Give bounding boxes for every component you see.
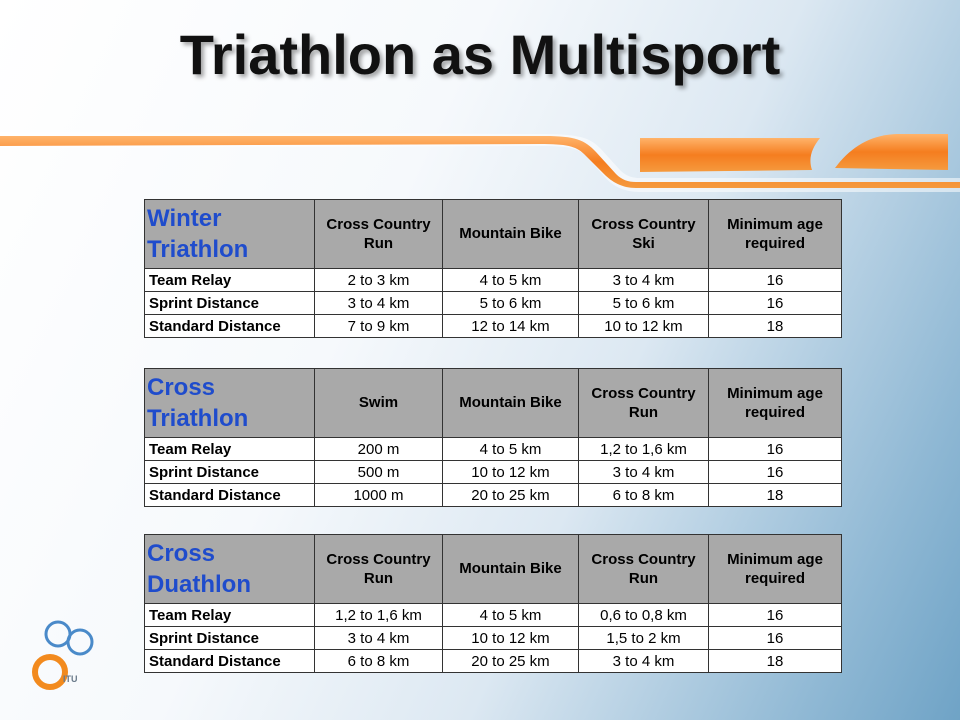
- row-label: Standard Distance: [144, 649, 315, 673]
- column-header: Cross Country Run: [578, 368, 709, 438]
- column-header: Cross Country Run: [314, 199, 443, 269]
- table-cell: 18: [708, 483, 842, 507]
- row-label: Sprint Distance: [144, 460, 315, 484]
- row-label: Standard Distance: [144, 483, 315, 507]
- column-header: Cross Country Run: [578, 534, 709, 604]
- table-cell: 20 to 25 km: [442, 649, 579, 673]
- table-title-line2: Triathlon: [147, 405, 249, 432]
- column-header: Minimum age required: [708, 534, 842, 604]
- table-title-line1: Cross: [147, 539, 216, 567]
- table-cell: 10 to 12 km: [442, 626, 579, 650]
- table-cell: 500 m: [314, 460, 443, 484]
- table-row: Team Relay 200 m 4 to 5 km 1,2 to 1,6 km…: [144, 437, 842, 461]
- table-row: Sprint Distance 500 m 10 to 12 km 3 to 4…: [144, 460, 842, 484]
- table-row: Team Relay 1,2 to 1,6 km 4 to 5 km 0,6 t…: [144, 603, 842, 627]
- column-header: Cross Country Ski: [578, 199, 709, 269]
- column-header: Mountain Bike: [442, 368, 579, 438]
- itu-logo-icon: [32, 620, 94, 690]
- table-title: Winter Triathlon: [144, 199, 315, 269]
- column-header: Minimum age required: [708, 368, 842, 438]
- logo-text: ITU: [63, 674, 78, 684]
- table-row: Standard Distance 1000 m 20 to 25 km 6 t…: [144, 483, 842, 507]
- table-title-line2: Triathlon: [147, 236, 249, 263]
- row-label: Team Relay: [144, 268, 315, 292]
- slide-title: Triathlon as Multisport: [179, 23, 781, 86]
- table-title-line2: Duathlon: [147, 571, 251, 598]
- column-header: Minimum age required: [708, 199, 842, 269]
- table-cell: 1,5 to 2 km: [578, 626, 709, 650]
- table-cell: 16: [708, 626, 842, 650]
- table-cell: 4 to 5 km: [442, 437, 579, 461]
- column-header: Cross Country Run: [314, 534, 443, 604]
- table-cell: 1,2 to 1,6 km: [314, 603, 443, 627]
- table-cell: 12 to 14 km: [442, 314, 579, 338]
- table-row: Sprint Distance 3 to 4 km 5 to 6 km 5 to…: [144, 291, 842, 315]
- table-title: Cross Triathlon: [144, 368, 315, 438]
- table-title-line1: Cross: [147, 373, 216, 401]
- column-header: Mountain Bike: [442, 534, 579, 604]
- table-cell: 5 to 6 km: [442, 291, 579, 315]
- table-cell: 16: [708, 460, 842, 484]
- table-cell: 18: [708, 314, 842, 338]
- cross-triathlon-table: Cross Triathlon Swim Mountain Bike Cross…: [144, 368, 842, 507]
- table-cell: 3 to 4 km: [578, 268, 709, 292]
- winter-triathlon-table: Winter Triathlon Cross Country Run Mount…: [144, 199, 842, 338]
- table-cell: 10 to 12 km: [578, 314, 709, 338]
- table-cell: 16: [708, 437, 842, 461]
- row-label: Sprint Distance: [144, 291, 315, 315]
- table-cell: 1,2 to 1,6 km: [578, 437, 709, 461]
- table-cell: 4 to 5 km: [442, 268, 579, 292]
- table-cell: 3 to 4 km: [578, 460, 709, 484]
- column-header: Swim: [314, 368, 443, 438]
- table-cell: 20 to 25 km: [442, 483, 579, 507]
- table-cell: 10 to 12 km: [442, 460, 579, 484]
- table-cell: 3 to 4 km: [578, 649, 709, 673]
- table-cell: 7 to 9 km: [314, 314, 443, 338]
- table-cell: 2 to 3 km: [314, 268, 443, 292]
- column-header: Mountain Bike: [442, 199, 579, 269]
- table-cell: 16: [708, 603, 842, 627]
- table-title: Cross Duathlon: [144, 534, 315, 604]
- table-cell: 3 to 4 km: [314, 291, 443, 315]
- row-label: Team Relay: [144, 603, 315, 627]
- table-cell: 6 to 8 km: [578, 483, 709, 507]
- cross-duathlon-table: Cross Duathlon Cross Country Run Mountai…: [144, 534, 842, 673]
- table-cell: 3 to 4 km: [314, 626, 443, 650]
- table-cell: 6 to 8 km: [314, 649, 443, 673]
- table-cell: 200 m: [314, 437, 443, 461]
- table-cell: 5 to 6 km: [578, 291, 709, 315]
- table-row: Team Relay 2 to 3 km 4 to 5 km 3 to 4 km…: [144, 268, 842, 292]
- table-cell: 16: [708, 291, 842, 315]
- table-cell: 18: [708, 649, 842, 673]
- table-cell: 0,6 to 0,8 km: [578, 603, 709, 627]
- table-cell: 16: [708, 268, 842, 292]
- table-row: Standard Distance 6 to 8 km 20 to 25 km …: [144, 649, 842, 673]
- row-label: Team Relay: [144, 437, 315, 461]
- table-title-line1: Winter: [147, 204, 222, 232]
- orange-swoosh-banner: [0, 132, 960, 192]
- row-label: Sprint Distance: [144, 626, 315, 650]
- row-label: Standard Distance: [144, 314, 315, 338]
- table-row: Sprint Distance 3 to 4 km 10 to 12 km 1,…: [144, 626, 842, 650]
- table-row: Standard Distance 7 to 9 km 12 to 14 km …: [144, 314, 842, 338]
- table-cell: 4 to 5 km: [442, 603, 579, 627]
- table-cell: 1000 m: [314, 483, 443, 507]
